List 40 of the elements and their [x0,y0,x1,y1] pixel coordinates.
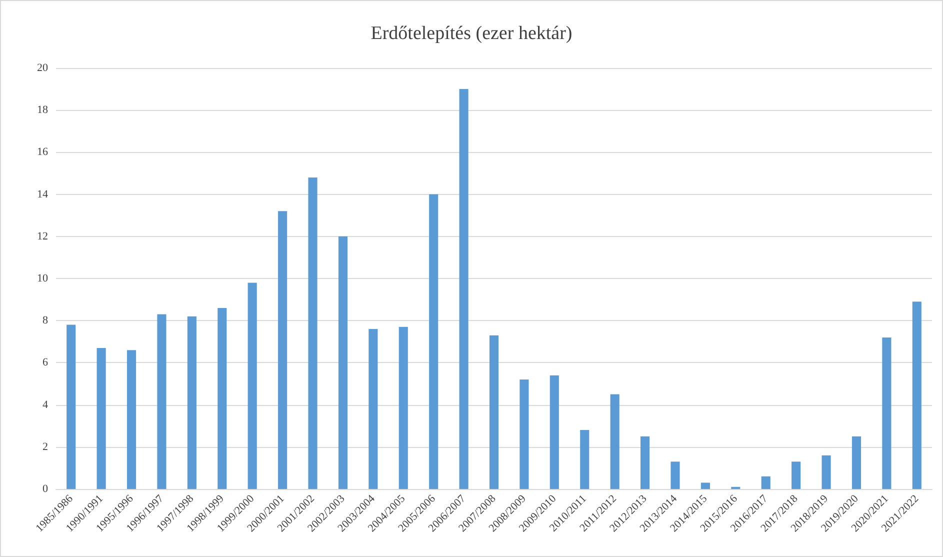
bar [610,394,620,489]
bar [368,329,378,489]
bar [187,316,196,489]
bar [822,455,831,489]
bar [218,308,227,489]
chart-title: Erdőtelepítés (ezer hektár) [370,23,572,44]
y-tick-label: 2 [42,440,48,453]
bar [580,430,590,489]
y-tick-label: 4 [42,398,48,411]
bar [338,236,348,489]
bar [66,324,76,489]
bar [792,462,801,489]
y-tick-label: 12 [37,230,48,242]
y-tick-label: 6 [42,356,48,369]
bar [96,348,106,489]
bar [912,302,922,489]
bar [882,337,892,489]
y-tick-label: 10 [37,272,48,284]
y-tick-label: 20 [37,62,48,74]
bar [670,462,680,489]
bar [640,436,650,489]
bar [429,194,438,489]
y-tick-label: 8 [42,314,48,327]
bar [459,89,468,489]
y-tick-label: 18 [37,104,48,116]
bar [278,211,288,489]
bar [126,350,136,489]
bar [852,436,862,489]
bar [398,326,408,489]
bar [550,375,559,489]
bar [520,380,529,489]
y-tick-label: 16 [37,146,48,158]
y-tick-label: 14 [37,188,48,200]
bar [761,476,770,489]
bar [700,482,710,489]
bar [157,314,166,489]
bar [489,335,499,489]
y-tick-label: 0 [42,483,48,495]
bar [308,177,318,489]
bar [248,282,257,489]
